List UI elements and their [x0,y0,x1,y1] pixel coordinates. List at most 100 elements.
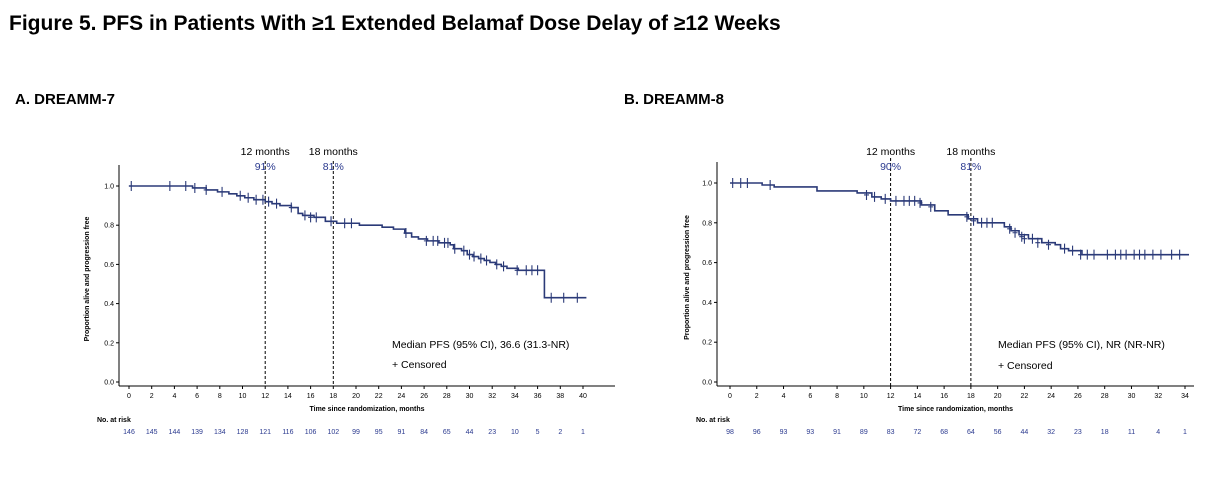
censor-mark [266,196,272,207]
x-tick-label: 18 [967,393,975,400]
at-risk-value: 10 [511,429,519,436]
censor-mark [1137,249,1142,260]
censor-mark [529,265,535,276]
at-risk-value: 93 [806,429,814,436]
x-tick-label: 8 [218,393,222,400]
censor-mark [1084,249,1090,260]
at-risk-value: 89 [860,429,868,436]
x-tick-label: 12 [887,393,895,400]
censor-mark [1062,243,1068,254]
x-tick-label: 14 [284,393,292,400]
landmark-value: 81% [960,161,981,173]
x-tick-label: 14 [913,393,921,400]
at-risk-value: 102 [327,429,339,436]
at-risk-value: 139 [191,429,203,436]
censor-mark [864,189,869,200]
censor-mark [183,181,189,191]
censor-mark [738,178,744,188]
y-tick-label: 0.2 [104,340,114,347]
at-risk-value: 23 [1074,429,1082,436]
y-tick-label: 1.0 [104,184,114,191]
at-risk-value: 1 [1183,429,1187,436]
censor-mark [245,192,251,203]
y-axis-label: Proportion alive and progression free [84,216,91,341]
x-tick-label: 18 [329,393,337,400]
x-tick-label: 0 [127,393,131,400]
landmark-value: 91% [255,161,276,173]
x-tick-label: 16 [940,393,948,400]
x-tick-label: 30 [1128,393,1136,400]
km-curve [129,185,587,299]
censor-mark [1177,249,1183,260]
x-tick-label: 0 [728,393,732,400]
at-risk-value: 56 [994,429,1002,436]
at-risk-value: 146 [123,429,135,436]
censor-mark [906,195,912,206]
censor-mark [274,198,280,209]
landmark-label: 18 months [946,146,995,158]
x-tick-label: 12 [261,393,269,400]
at-risk-title: No. at risk [696,417,730,424]
censor-mark [917,197,923,208]
censor-mark [971,215,977,226]
at-risk-value: 32 [1047,429,1055,436]
km-plot-dreamm8: B. DREAMM-80.00.20.40.60.81.00 2 4 6 8 10 12 14… [624,91,1194,436]
censor-mark [348,218,354,229]
censor-mark [445,237,451,248]
x-tick-label: 10 [860,393,868,400]
at-risk-value: 68 [940,429,948,436]
at-risk-value: 5 [536,429,540,436]
censor-mark [478,253,484,264]
at-risk-value: 91 [398,429,406,436]
censor-mark [767,179,773,190]
censor-mark [979,217,985,228]
x-axis-label: Time since randomization, months [309,406,424,413]
at-risk-value: 95 [375,429,383,436]
at-risk-value: 121 [259,429,271,436]
x-tick-label: 2 [755,393,759,400]
at-risk-value: 91 [833,429,841,436]
censor-mark [1070,245,1076,256]
y-tick-label: 1.0 [702,181,712,188]
at-risk-value: 116 [282,429,293,436]
km-curve [730,182,1190,256]
censor-mark [1123,249,1129,260]
censor-mark [467,249,472,260]
median-pfs-text: Median PFS (95% CI), NR (NR-NR) [998,339,1165,351]
panel-title: A. DREAMM-7 [15,91,115,108]
x-tick-label: 34 [511,393,519,400]
at-risk-value: 99 [352,429,360,436]
censor-mark [288,202,294,213]
censor-mark [964,211,970,222]
censor-mark [192,182,198,193]
at-risk-title: No. at risk [97,417,131,424]
censor-mark [1091,249,1097,260]
panel-title: B. DREAMM-8 [624,91,724,108]
km-plot-dreamm7: A. DREAMM-70.00.20.40.60.81.00 2 4 6 8 10 12 14… [15,91,615,436]
censor-mark [167,181,173,191]
y-tick-label: 0.0 [702,380,712,387]
at-risk-value: 144 [169,429,181,436]
x-tick-label: 6 [808,393,812,400]
at-risk-value: 98 [726,429,734,436]
landmark-label: 12 months [866,146,915,158]
x-tick-label: 38 [556,393,564,400]
landmark-label: 12 months [241,146,290,158]
landmark-value: 81% [323,161,344,173]
censor-mark [928,201,934,212]
y-tick-label: 0.2 [702,340,712,347]
censor-mark [1104,249,1110,260]
x-tick-label: 28 [443,393,451,400]
y-tick-label: 0.4 [104,301,114,308]
censor-mark [308,212,314,223]
censor-mark [1012,227,1018,238]
censor-mark [1035,237,1041,248]
censor-mark [403,228,409,239]
censor-mark [574,292,580,303]
at-risk-value: 23 [488,429,496,436]
censor-mark [1131,249,1137,260]
at-risk-value: 44 [1021,429,1029,436]
censor-mark [872,191,878,202]
x-tick-label: 22 [375,393,383,400]
censor-mark [435,235,441,246]
